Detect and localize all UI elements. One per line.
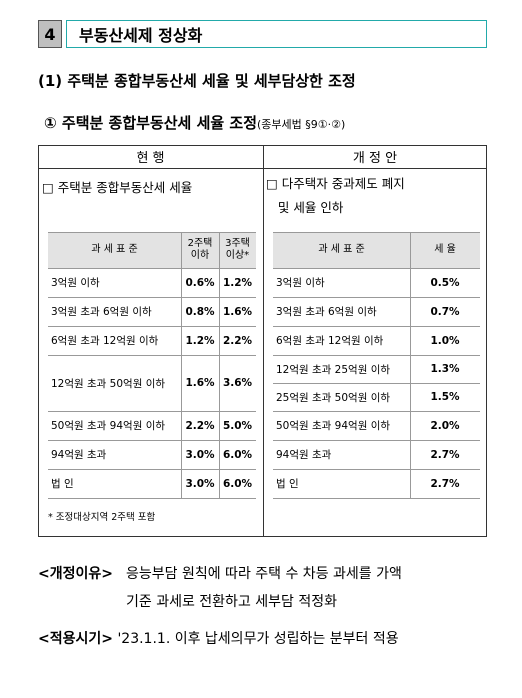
column-header: 현 행 [136, 151, 165, 166]
column-header: 과 세 표 준 [48, 232, 181, 268]
rate: 1.6% [185, 377, 215, 389]
rate: 2.7% [430, 477, 460, 490]
tax-base: 6억원 초과 12억원 이하 [276, 335, 384, 347]
tax-base: 94억원 초과 [276, 449, 332, 461]
rate: 0.7% [430, 305, 460, 318]
rate: 2.7% [430, 448, 460, 461]
tax-base: 법 인 [51, 478, 74, 490]
tax-base: 94억원 초과 [51, 449, 107, 461]
table-title: □ 주택분 종합부동산세 세율 [42, 180, 193, 195]
tax-base: 법 인 [276, 478, 299, 490]
rate: 2.2% [222, 334, 253, 347]
tax-base: 12억원 초과 25억원 이하 [276, 363, 391, 376]
tax-base: 6억원 초과 12억원 이하 [51, 335, 159, 347]
rate: 1.3% [430, 363, 460, 375]
heading: (1) 주택분 종합부동산세 세율 및 세부담상한 조정 [38, 72, 356, 90]
column-header: 과 세 표 준 [273, 232, 410, 268]
rate: 1.2% [222, 276, 253, 289]
table-title: □ 다주택자 중과제도 폐지 및 세율 인하 [266, 176, 405, 215]
rate: 0.8% [185, 305, 215, 318]
rate: 2.0% [430, 419, 460, 432]
tax-base: 50억원 초과 94억원 이하 [51, 420, 166, 432]
effective-label: <적용시기> [38, 631, 113, 647]
tax-base: 3억원 이하 [276, 277, 325, 289]
reason-label: <개정이유> [38, 566, 113, 582]
section-number: 4 [38, 20, 62, 48]
subheading-text: ① 주택분 종합부동산세 세율 조정 [44, 114, 257, 132]
rate: 6.0% [222, 448, 253, 461]
rate: 1.6% [222, 305, 253, 318]
rate: 1.2% [185, 334, 215, 347]
rate: 2.2% [185, 419, 215, 432]
rate: 1.5% [430, 391, 460, 403]
tax-base: 25억원 초과 50억원 이하 [276, 391, 391, 404]
rate: 1.0% [430, 334, 460, 347]
rate: 5.0% [222, 419, 253, 432]
rate: 3.6% [222, 377, 253, 389]
rate: 3.0% [185, 477, 215, 490]
section-title: 부동산세제 정상화 [66, 20, 487, 48]
reference: (종부세법 §9①·②) [257, 118, 346, 131]
rate: 0.5% [430, 276, 460, 289]
column-header: 3주택 이상* [219, 232, 256, 268]
tax-base: 12억원 초과 50억원 이하 [51, 377, 166, 390]
reason: <개정이유> 응능부담 원칙에 따라 주택 수 차등 과세를 가액 기준 과세로 … [38, 560, 498, 616]
tax-base: 50억원 초과 94억원 이하 [276, 420, 391, 432]
note: * 조정대상지역 2주택 포함 [48, 512, 156, 523]
effective-text: '23.1.1. 이후 납세의무가 성립하는 분부터 적용 [117, 631, 399, 647]
tax-base: 3억원 초과 6억원 이하 [51, 306, 152, 318]
column-header: 세 율 [410, 232, 480, 268]
column-header: 개 정 안 [352, 151, 398, 166]
subheading: ① 주택분 종합부동산세 세율 조정(종부세법 §9①·②) [44, 112, 345, 133]
table-frame [38, 145, 487, 537]
rate: 3.0% [185, 448, 215, 461]
tax-base: 3억원 초과 6억원 이하 [276, 306, 377, 318]
reason-text: 응능부담 원칙에 따라 주택 수 차등 과세를 가액 기준 과세로 전환하고 세… [126, 566, 402, 610]
rate: 6.0% [222, 477, 253, 490]
rate: 0.6% [185, 276, 215, 289]
tax-base: 3억원 이하 [51, 277, 100, 289]
column-header: 2주택 이하 [181, 232, 219, 268]
effective: <적용시기> '23.1.1. 이후 납세의무가 성립하는 분부터 적용 [38, 625, 399, 653]
